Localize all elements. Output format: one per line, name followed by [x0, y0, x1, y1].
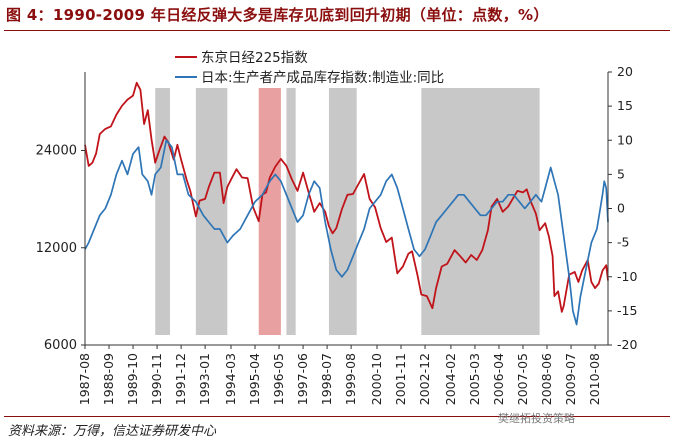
source-note: 资料来源：万得，信达证券研发中心 — [8, 424, 217, 439]
x-tick-label: 2002-12 — [417, 353, 432, 405]
right-tick-label: -15 — [617, 303, 637, 318]
footer-divider — [4, 416, 670, 417]
x-tick-label: 2005-03 — [467, 353, 482, 405]
x-tick-label: 2006-04 — [491, 353, 506, 405]
right-tick-label: -10 — [617, 269, 637, 284]
x-tick-label: 2010-08 — [587, 353, 602, 405]
x-tick-label: 2000-10 — [369, 353, 384, 405]
right-tick-label: 0 — [617, 201, 625, 216]
inventory-yoy-line — [84, 139, 609, 326]
legend-label-nikkei: 东京日经225指数 — [201, 50, 308, 66]
x-tick-label: 1988-09 — [101, 353, 116, 405]
shaded-period-5 — [328, 88, 357, 335]
x-tick-label: 1994-03 — [223, 353, 238, 405]
x-tick-label: 2001-11 — [393, 353, 408, 405]
x-tick-label: 2008-06 — [539, 353, 554, 405]
x-tick-label: 1989-10 — [125, 353, 140, 405]
shaded-periods — [155, 88, 540, 335]
x-tick-label: 1991-12 — [173, 353, 188, 405]
chart-svg: 6000 12000 24000 20 15 10 5 0 -5 -10 -15 -20 1987-08… — [36, 50, 638, 405]
right-tick-label: -5 — [617, 235, 629, 250]
right-tick-label: 5 — [617, 166, 625, 181]
x-tick-label: 1996-05 — [271, 353, 286, 405]
x-tick-label: 1999-08 — [343, 353, 358, 405]
x-tick-label: 1997-06 — [295, 353, 310, 405]
title-divider — [4, 30, 670, 31]
watermark: 樊继拓投资策略 — [498, 412, 575, 425]
shaded-period-1 — [155, 88, 171, 335]
right-tick-label: 10 — [617, 132, 633, 147]
x-tick-label: 2009-07 — [563, 353, 578, 405]
left-tick-label: 6000 — [44, 338, 77, 353]
right-tick-label: 15 — [617, 98, 633, 113]
x-tick-label: 1990-11 — [149, 353, 164, 405]
x-tick-label: 1998-07 — [319, 353, 334, 405]
x-tick-label: 2004-02 — [443, 353, 458, 405]
right-tick-label: -20 — [617, 337, 637, 352]
left-tick-label: 12000 — [36, 241, 77, 256]
shaded-period-3 — [258, 88, 281, 335]
shaded-period-6 — [421, 88, 540, 335]
x-tick-label: 1995-04 — [247, 353, 262, 405]
right-tick-label: 20 — [617, 64, 633, 79]
x-tick-label: 1993-01 — [197, 353, 212, 405]
legend-label-inventory: 日本:生产者产成品库存指数:制造业:同比 — [201, 70, 444, 86]
nikkei-225-line — [84, 81, 609, 313]
left-tick-label: 24000 — [36, 144, 77, 159]
axes: 6000 12000 24000 20 15 10 5 0 -5 -10 -15 -20 1987-08… — [36, 64, 638, 405]
chart-title: 图 4：1990-2009 年日经反弹大多是库存见底到回升初期（单位：点数，%） — [6, 6, 549, 24]
x-tick-label: 2007-05 — [515, 353, 530, 405]
x-tick-label: 1987-08 — [77, 353, 92, 405]
shaded-period-4 — [286, 88, 296, 335]
series-lines — [84, 81, 609, 326]
